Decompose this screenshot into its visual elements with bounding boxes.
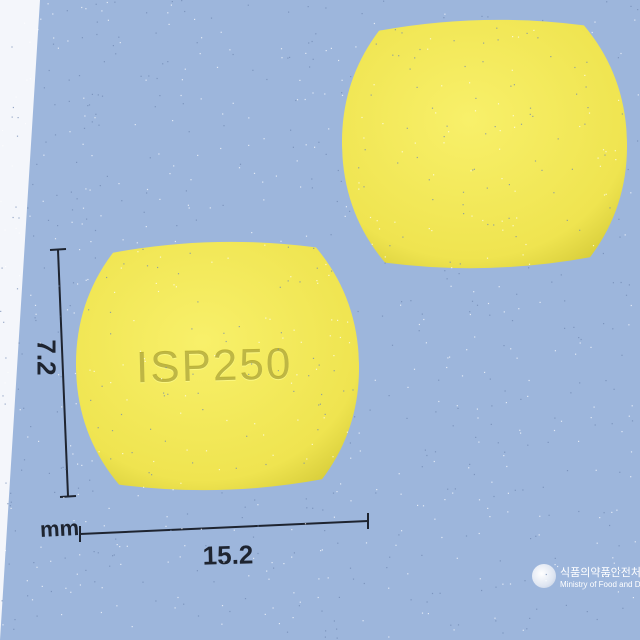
unit-label: mm [39, 514, 80, 543]
watermark-english-text: Ministry of Food and Drug Safety [560, 580, 640, 589]
tablet-front-side [73, 236, 362, 495]
tablet-back-side [339, 14, 630, 273]
mfds-logo-icon [532, 564, 556, 588]
height-dimension-label: 7.2 [31, 339, 62, 376]
watermark-korean-text: 식품의약품안전처 [560, 566, 640, 579]
width-dimension-label: 15.2 [202, 539, 254, 571]
watermark-logo: 식품의약품안전처 Ministry of Food and Drug Safet… [532, 562, 640, 602]
